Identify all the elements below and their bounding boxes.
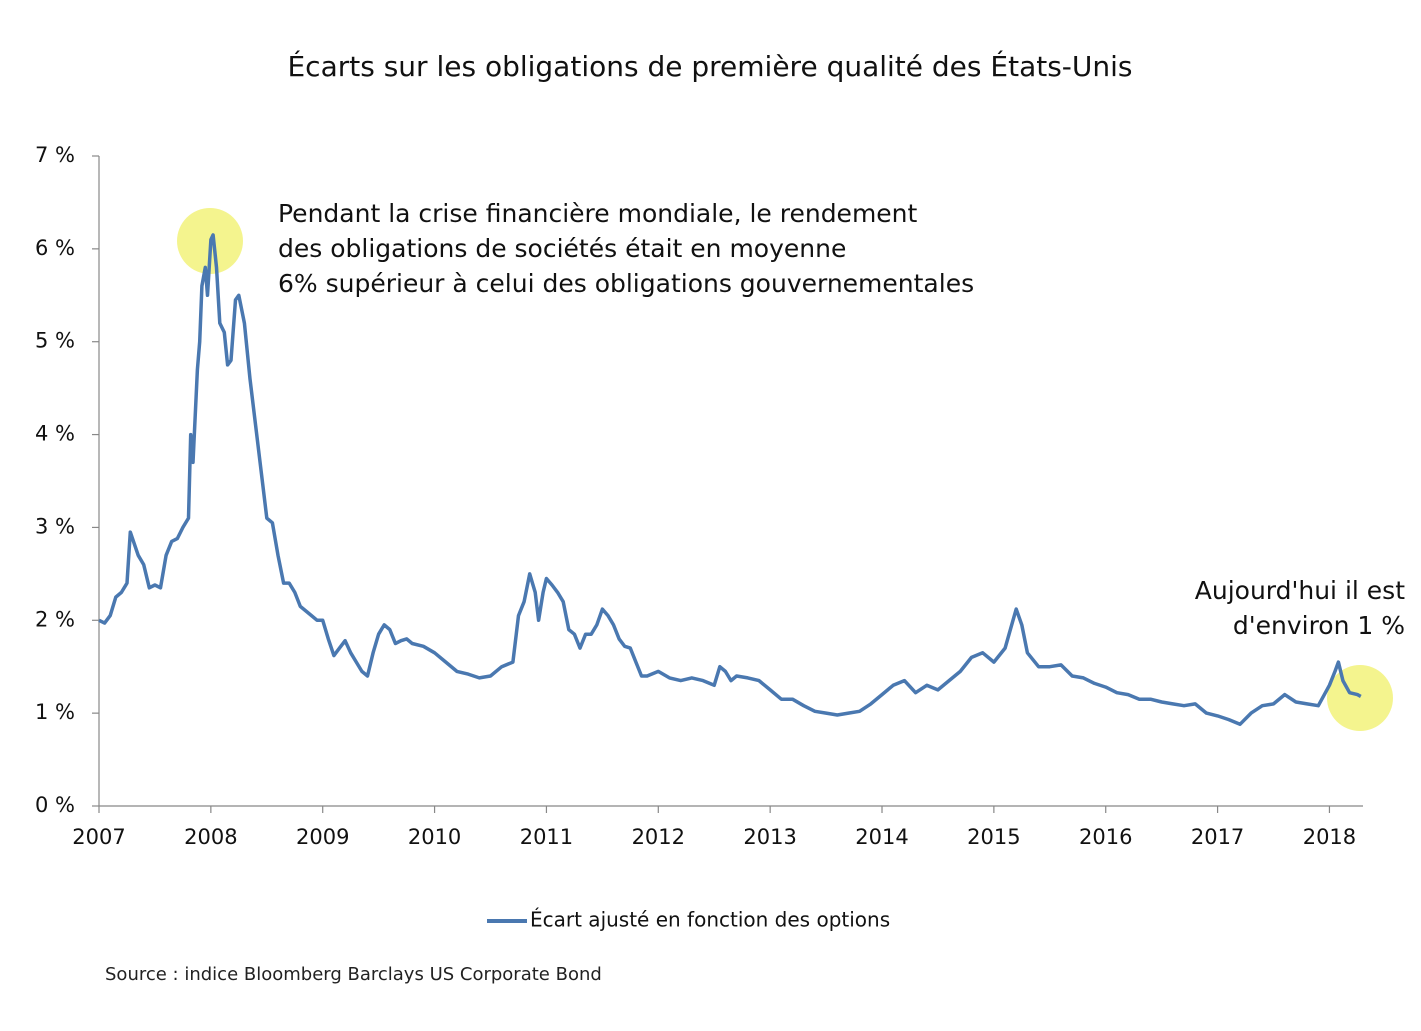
x-tick-label: 2017 [1191, 825, 1244, 849]
x-tick-label: 2010 [408, 825, 461, 849]
y-tick-label: 4 % [35, 422, 75, 446]
highlight [1327, 665, 1393, 731]
x-tick-label: 2015 [967, 825, 1020, 849]
y-tick-label: 3 % [35, 514, 75, 538]
y-tick-label: 5 % [35, 329, 75, 353]
y-tick-label: 0 % [35, 793, 75, 817]
chart-title: Écarts sur les obligations de première q… [287, 49, 1132, 83]
annotation: Pendant la crise financière mondiale, le… [278, 199, 918, 228]
annotation: d'environ 1 % [1233, 611, 1405, 640]
x-tick-label: 2014 [855, 825, 908, 849]
x-tick-label: 2012 [632, 825, 685, 849]
x-tick-label: 2011 [520, 825, 573, 849]
y-tick-label: 6 % [35, 236, 75, 260]
data-line [98, 233, 1362, 727]
annotation: des obligations de sociétés était en moy… [278, 234, 846, 263]
annotation: 6% supérieur à celui des obligations gou… [278, 269, 974, 298]
x-tick-label: 2008 [184, 825, 237, 849]
x-tick-label: 2013 [743, 825, 796, 849]
x-tick-label: 2007 [72, 825, 125, 849]
y-tick-label: 1 % [35, 700, 75, 724]
y-tick-label: 2 % [35, 607, 75, 631]
source: Source : indice Bloomberg Barclays US Co… [105, 964, 602, 985]
y-tick-label: 7 % [35, 143, 75, 167]
x-tick-label: 2018 [1303, 825, 1356, 849]
legend-label: Écart ajusté en fonction des options [530, 908, 890, 932]
annotation: Aujourd'hui il est [1195, 576, 1405, 605]
x-tick-label: 2009 [296, 825, 349, 849]
x-tick-label: 2016 [1079, 825, 1132, 849]
